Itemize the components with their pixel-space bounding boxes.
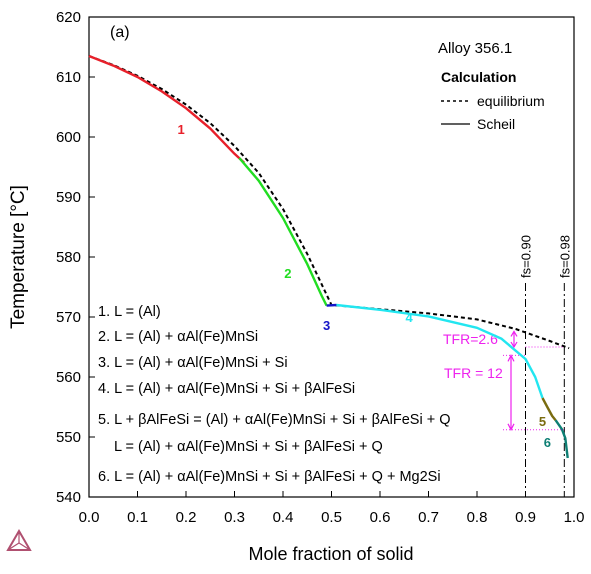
scheil-segment-5 xyxy=(541,397,557,421)
x-tick-label: 0.3 xyxy=(224,509,245,526)
y-tick-label: 560 xyxy=(56,369,81,386)
y-axis-ticks: 540 550 560 570 580 590 600 610 620 xyxy=(56,9,95,506)
reaction-item: 2. L = (Al) + αAl(Fe)MnSi xyxy=(98,329,258,345)
scheil-segment-3 xyxy=(326,303,337,307)
scheil-segment-2 xyxy=(238,157,328,307)
reaction-item: L = (Al) + αAl(Fe)MnSi + Si + βAlFeSi + … xyxy=(114,439,383,455)
x-tick-label: 0.2 xyxy=(176,509,197,526)
reaction-item: 1. L = (Al) xyxy=(98,304,161,320)
chart-title: Alloy 356.1 xyxy=(438,40,512,57)
tfr-annotations: TFR=2.6 TFR = 12 xyxy=(443,330,565,432)
fs-marker-lines: fs=0.90 fs=0.98 xyxy=(519,235,572,497)
x-axis-title: Mole fraction of solid xyxy=(248,544,413,564)
x-tick-label: 0.7 xyxy=(418,509,439,526)
x-tick-label: 0.8 xyxy=(467,509,488,526)
x-tick-label: 0.1 xyxy=(127,509,148,526)
tfr-large-label: TFR = 12 xyxy=(444,365,503,381)
segment-label: 3 xyxy=(323,318,330,333)
segment-label: 4 xyxy=(405,310,413,325)
y-tick-label: 610 xyxy=(56,69,81,86)
y-tick-label: 590 xyxy=(56,189,81,206)
fs-line-label: fs=0.90 xyxy=(519,235,534,278)
tfr-small-arrowhead xyxy=(510,330,518,337)
y-tick-label: 580 xyxy=(56,249,81,266)
reaction-list: 1. L = (Al) 2. L = (Al) + αAl(Fe)MnSi 3. L… xyxy=(98,304,451,485)
panel-label: (a) xyxy=(110,24,130,41)
scheil-segment-1 xyxy=(88,54,246,164)
y-tick-label: 540 xyxy=(56,489,81,506)
thermo-calc-logo-icon xyxy=(6,529,32,551)
x-tick-label: 0.9 xyxy=(515,509,536,526)
x-tick-label: 0.4 xyxy=(273,509,294,526)
scheil-segment-6 xyxy=(554,419,569,459)
y-axis-title: Temperature [°C] xyxy=(8,185,29,329)
legend: Calculation equilibrium Scheil xyxy=(441,69,545,132)
segment-label: 2 xyxy=(284,266,291,281)
segment-labels: 1 2 3 4 5 6 xyxy=(178,122,551,450)
y-tick-label: 600 xyxy=(56,129,81,146)
series-group xyxy=(88,54,570,459)
scheil-segment-4 xyxy=(336,303,544,399)
tfr-large-arrowhead xyxy=(507,423,515,432)
reaction-item: 5. L + βAlFeSi = (Al) + αAl(Fe)MnSi + Si… xyxy=(98,412,451,428)
legend-equilibrium-label: equilibrium xyxy=(477,93,545,109)
legend-scheil-label: Scheil xyxy=(477,116,515,132)
tfr-large-arrowhead xyxy=(507,354,515,362)
x-axis-ticks: 0.0 0.1 0.2 0.3 0.4 0.5 0.6 0.7 0.8 0.9 1.0 xyxy=(79,491,585,526)
segment-label: 1 xyxy=(178,122,185,137)
tfr-small-arrowhead xyxy=(510,341,518,349)
segment-label: 6 xyxy=(544,435,551,450)
fs-line-label: fs=0.98 xyxy=(557,235,572,278)
reaction-item: 6. L = (Al) + αAl(Fe)MnSi + Si + βAlFeSi… xyxy=(98,469,441,485)
x-tick-label: 0.5 xyxy=(321,509,342,526)
x-tick-label: 0.0 xyxy=(79,509,100,526)
reaction-item: 4. L = (Al) + αAl(Fe)MnSi + Si + βAlFeSi xyxy=(98,381,355,397)
y-tick-label: 620 xyxy=(56,9,81,26)
legend-heading: Calculation xyxy=(441,69,516,85)
reaction-item: 3. L = (Al) + αAl(Fe)MnSi + Si xyxy=(98,355,288,371)
y-tick-label: 550 xyxy=(56,429,81,446)
x-tick-label: 0.6 xyxy=(370,509,391,526)
equilibrium-line xyxy=(88,55,570,350)
x-tick-label: 1.0 xyxy=(564,509,585,526)
segment-label: 5 xyxy=(539,414,546,429)
y-tick-label: 570 xyxy=(56,309,81,326)
tfr-small-label: TFR=2.6 xyxy=(443,331,498,347)
